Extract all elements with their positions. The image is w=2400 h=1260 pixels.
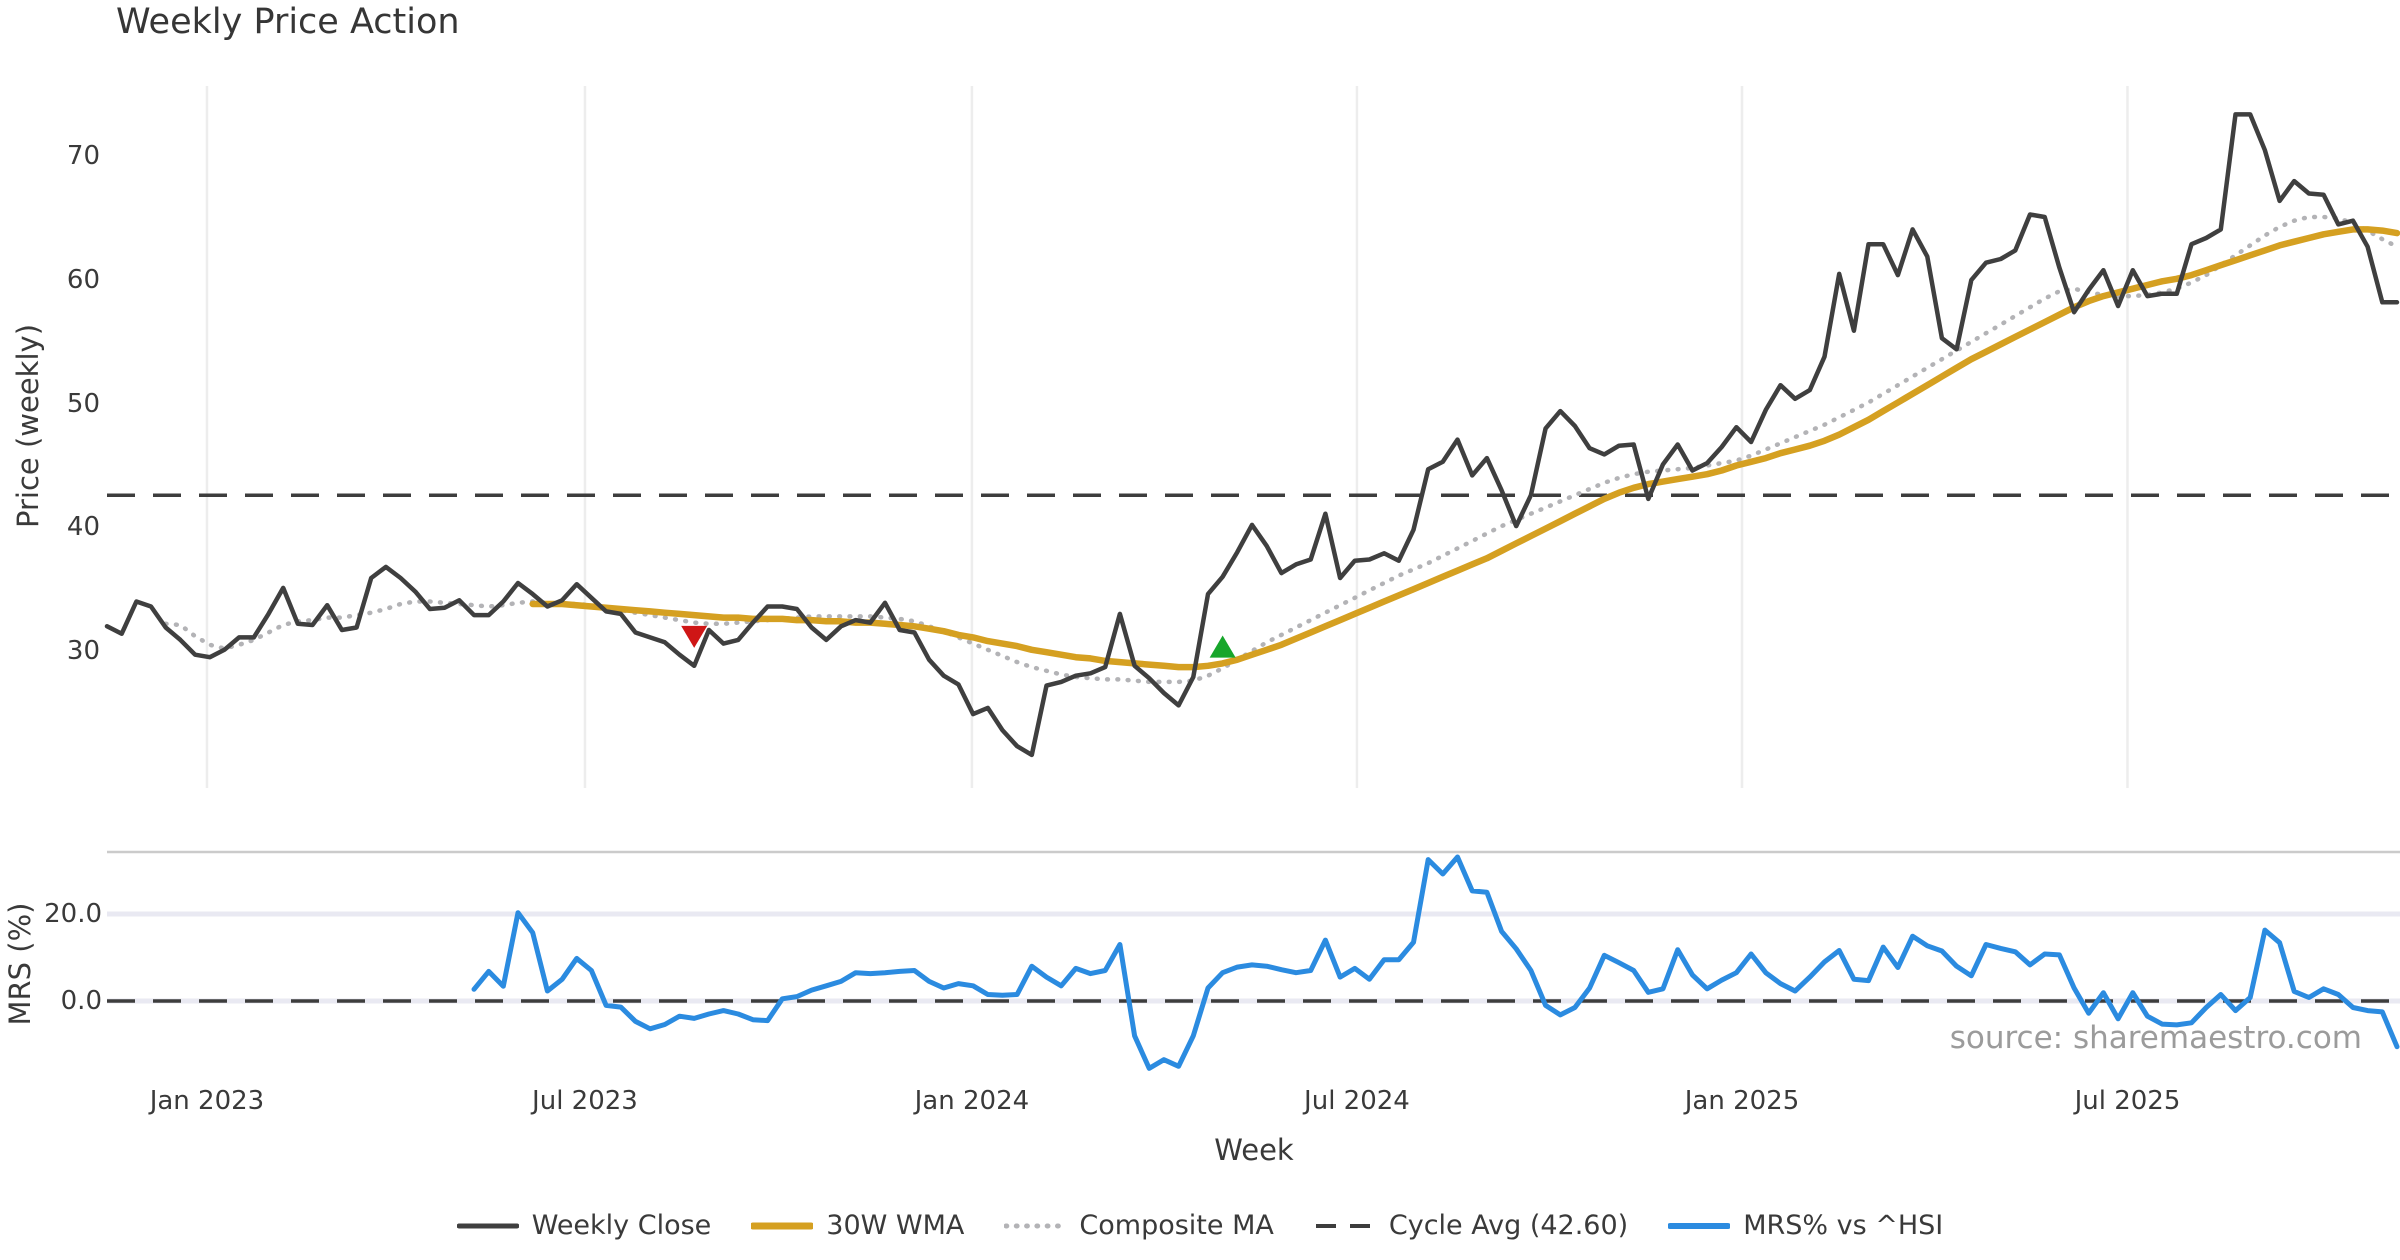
legend-label: Composite MA [1079,1210,1274,1241]
x-tick-label: Jan 2024 [914,1086,1030,1116]
series-30w-wma [529,226,2400,671]
price-y-tick-label: 70 [66,141,100,172]
x-tick-label: Jul 2024 [1304,1086,1410,1116]
price-y-tick-label: 60 [66,265,100,296]
x-axis-label: Week [1214,1133,1294,1167]
mrs-y-tick-label: 20.0 [44,899,102,929]
legend-item: Cycle Avg (42.60) [1314,1210,1628,1241]
x-tick-label: Jul 2025 [2074,1086,2181,1116]
legend-swatch-dashed [1315,1223,1374,1228]
price-y-tick-label: 50 [66,388,100,419]
legend-label: 30W WMA [826,1210,965,1241]
legend-label: Weekly Close [531,1210,712,1241]
legend-item: Weekly Close [456,1210,712,1241]
series-mrs-vs-hsi [471,854,2400,1071]
x-tick-label: Jan 2025 [1684,1086,1800,1116]
series-composite-ma [163,214,2400,685]
legend-swatch-dotted [1004,1223,1067,1228]
buy-marker-icon [1209,635,1236,658]
legend-swatch-solid [751,1222,814,1229]
legend-label: Cycle Avg (42.60) [1388,1210,1629,1241]
x-tick-label: Jul 2023 [532,1086,638,1116]
price-y-tick-label: 40 [66,512,100,543]
legend-swatch-solid [1668,1222,1731,1229]
sell-marker-icon [681,625,708,648]
series-weekly-close [104,112,2400,758]
x-tick-label: Jan 2023 [149,1086,265,1116]
page-title: Weekly Price Action [116,2,460,42]
legend: Weekly Close 30W WMA Composite MA Cycle Avg… [0,1210,2400,1241]
watermark: source: sharemaestro.com [1949,1020,2362,1056]
legend-label: MRS% vs ^HSI [1743,1210,1944,1241]
legend-item: MRS% vs ^HSI [1668,1210,1943,1241]
legend-item: Composite MA [1004,1210,1274,1241]
price-y-tick-label: 30 [66,636,100,666]
legend-item: 30W WMA [751,1210,964,1241]
price-y-axis-label: Price (weekly) [11,323,45,528]
mrs-y-tick-label: 0.0 [60,986,102,1016]
legend-swatch-solid [456,1223,519,1228]
